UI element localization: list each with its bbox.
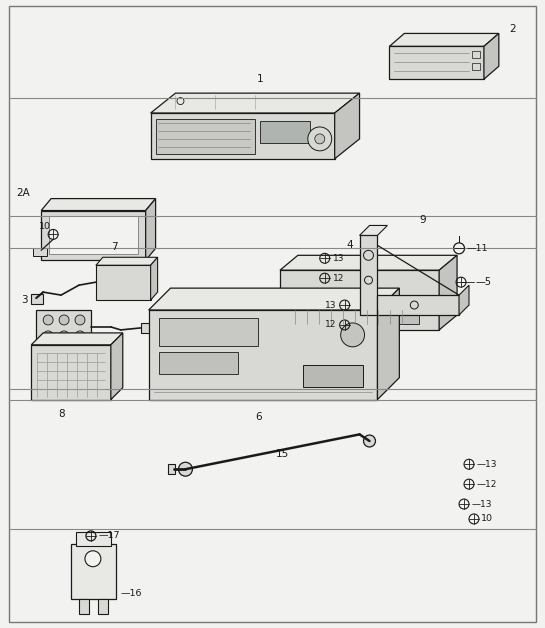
Polygon shape bbox=[439, 256, 457, 330]
Polygon shape bbox=[378, 295, 459, 315]
Text: 13: 13 bbox=[325, 301, 337, 310]
Text: —11: —11 bbox=[467, 244, 488, 253]
Circle shape bbox=[43, 331, 53, 341]
Circle shape bbox=[315, 134, 325, 144]
Bar bbox=[31, 294, 43, 304]
Text: —13: —13 bbox=[477, 460, 498, 468]
Text: 12: 12 bbox=[325, 320, 337, 330]
Polygon shape bbox=[459, 285, 469, 315]
Text: —13: —13 bbox=[472, 499, 493, 509]
Circle shape bbox=[341, 323, 365, 347]
Text: —12: —12 bbox=[477, 480, 498, 489]
Bar bbox=[303, 365, 362, 387]
Circle shape bbox=[75, 315, 85, 325]
Polygon shape bbox=[41, 210, 146, 260]
Bar bbox=[156, 119, 255, 154]
Text: 3: 3 bbox=[21, 295, 28, 305]
Text: 2A: 2A bbox=[16, 188, 30, 198]
Polygon shape bbox=[360, 225, 387, 236]
Polygon shape bbox=[149, 288, 399, 310]
Circle shape bbox=[85, 551, 101, 566]
Circle shape bbox=[59, 331, 69, 341]
Polygon shape bbox=[49, 217, 138, 254]
Bar bbox=[98, 598, 108, 614]
Bar bbox=[76, 532, 111, 546]
Text: 15: 15 bbox=[276, 449, 289, 459]
Bar bbox=[71, 544, 116, 598]
Bar bbox=[79, 598, 89, 614]
Bar bbox=[36, 310, 91, 345]
Polygon shape bbox=[378, 288, 399, 399]
Bar bbox=[167, 464, 175, 474]
Circle shape bbox=[364, 435, 376, 447]
Text: 8: 8 bbox=[58, 409, 64, 420]
Text: 2: 2 bbox=[509, 24, 516, 35]
Circle shape bbox=[178, 462, 192, 476]
Circle shape bbox=[43, 315, 53, 325]
Text: 6: 6 bbox=[255, 413, 262, 423]
Polygon shape bbox=[150, 93, 360, 113]
Bar bbox=[141, 323, 162, 333]
Bar bbox=[472, 63, 480, 70]
Bar bbox=[260, 121, 310, 143]
Text: 7: 7 bbox=[111, 242, 118, 252]
Polygon shape bbox=[280, 256, 457, 270]
Bar bbox=[33, 248, 47, 256]
Bar bbox=[159, 352, 238, 374]
Polygon shape bbox=[280, 270, 439, 330]
Text: 12: 12 bbox=[332, 274, 344, 283]
Polygon shape bbox=[96, 265, 150, 300]
Polygon shape bbox=[149, 310, 378, 399]
Polygon shape bbox=[389, 46, 484, 79]
Polygon shape bbox=[96, 257, 158, 265]
Polygon shape bbox=[150, 257, 158, 300]
Text: 10: 10 bbox=[39, 222, 51, 231]
Text: 10: 10 bbox=[481, 514, 493, 524]
Polygon shape bbox=[150, 113, 335, 159]
Text: 1: 1 bbox=[257, 74, 263, 84]
Polygon shape bbox=[111, 333, 123, 399]
Circle shape bbox=[75, 331, 85, 341]
Polygon shape bbox=[31, 345, 111, 399]
Polygon shape bbox=[484, 33, 499, 79]
Bar bbox=[290, 310, 419, 324]
Circle shape bbox=[308, 127, 332, 151]
Polygon shape bbox=[360, 236, 378, 315]
Polygon shape bbox=[41, 198, 156, 210]
Polygon shape bbox=[389, 33, 499, 46]
Text: —16: —16 bbox=[121, 589, 142, 598]
Bar bbox=[159, 318, 258, 346]
Text: 4: 4 bbox=[346, 241, 353, 251]
Text: —5: —5 bbox=[476, 277, 492, 287]
Text: —17: —17 bbox=[99, 531, 120, 540]
Polygon shape bbox=[31, 333, 123, 345]
Circle shape bbox=[59, 315, 69, 325]
Polygon shape bbox=[335, 93, 360, 159]
Text: 9: 9 bbox=[419, 215, 426, 225]
Bar bbox=[472, 51, 480, 58]
Polygon shape bbox=[146, 198, 156, 260]
Text: 13: 13 bbox=[332, 254, 344, 263]
